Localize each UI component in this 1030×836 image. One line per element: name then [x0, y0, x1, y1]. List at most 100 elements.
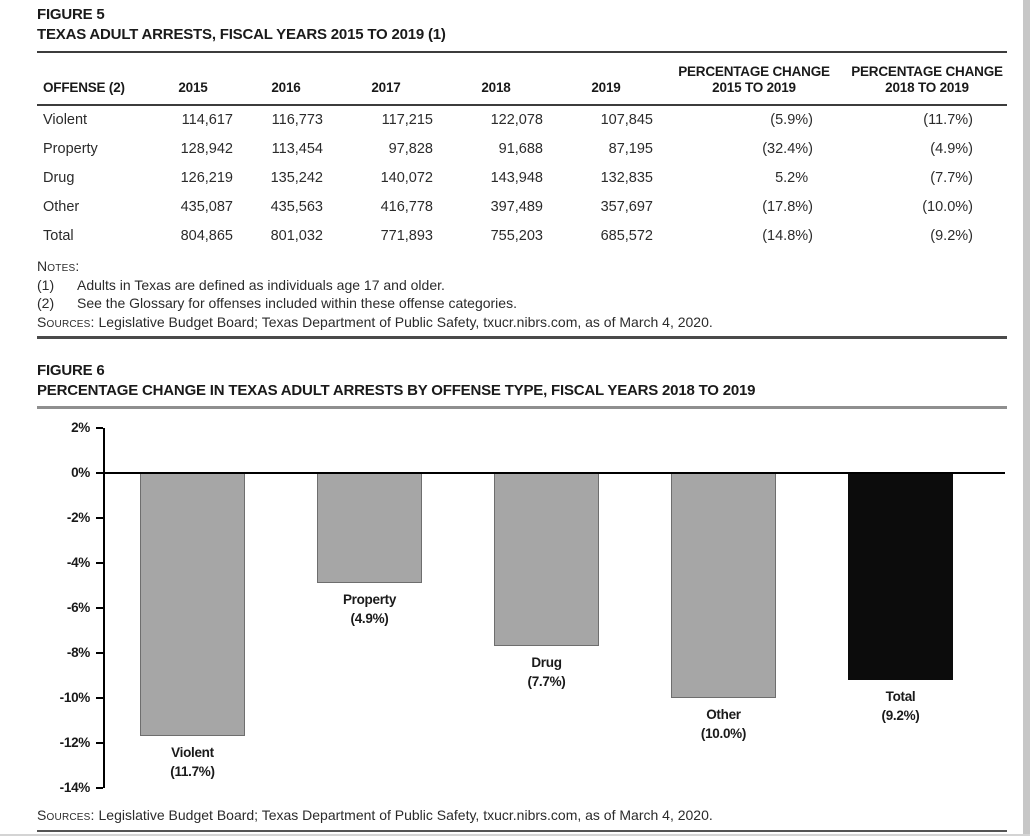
table-cell: 140,072 — [380, 169, 433, 186]
table-row-total: Total 804,865 801,032 771,893 755,203 685,572… — [37, 221, 1007, 250]
figure5-sources-text: Legislative Budget Board; Texas Departme… — [98, 313, 713, 330]
table-row-drug: Drug 126,219 135,242 140,072 143,948 132,835 5… — [37, 163, 1007, 192]
column-header-2: 2016 — [241, 53, 331, 106]
table-row-other: Other 435,087 435,563 416,778 397,489 357,697… — [37, 192, 1007, 221]
arrests-table: OFFENSE (2) 2015 2016 2017 2018 2019 PERCENTAG… — [37, 53, 1007, 250]
y-axis-tick — [96, 427, 103, 429]
table-cell: 113,454 — [271, 140, 323, 157]
figure6-sources-label: Sources: — [37, 807, 95, 823]
y-tick-label: -4% — [66, 555, 90, 570]
table-cell: 685,572 — [600, 227, 653, 244]
table-cell: 122,078 — [490, 112, 543, 128]
y-tick-label: -12% — [59, 735, 91, 750]
figure5-label: FIGURE 5 — [37, 6, 105, 23]
y-tick-label: -10% — [59, 690, 91, 705]
figure5-section: FIGURE 5 TEXAS ADULT ARRESTS, FISCAL YEA… — [37, 6, 1007, 339]
table-cell: 771,893 — [380, 227, 433, 244]
table-cell: (10.0%) — [922, 198, 973, 215]
figure5-sources-label: Sources: — [37, 313, 95, 330]
table-cell: 135,242 — [270, 169, 323, 186]
table-cell: Property — [43, 140, 98, 157]
column-header-3: 2017 — [331, 53, 441, 106]
table-row-violent: Violent 114,617 116,773 117,215 122,078 107,8… — [37, 105, 1007, 134]
table-cell: 87,195 — [608, 140, 653, 157]
table-cell: (9.2%) — [930, 227, 973, 244]
table-cell: 117,215 — [381, 112, 433, 128]
notes-label: Notes: — [37, 258, 80, 274]
y-axis-tick — [96, 472, 103, 474]
bar-label-total: Total (9.2%) — [881, 689, 920, 723]
table-cell: 801,032 — [270, 227, 323, 244]
table-header: OFFENSE (2) 2015 2016 2017 2018 2019 PERCENTAG… — [37, 53, 1007, 106]
figure5-top-rule — [37, 51, 1007, 53]
figure5-sources: Sources: Legislative Budget Board; Texas… — [37, 313, 1007, 332]
bar-drug — [494, 473, 599, 647]
bar-label-other: Other (10.0%) — [700, 707, 747, 741]
figure6-sources-text: Legislative Budget Board; Texas Departme… — [98, 807, 713, 823]
y-axis-tick — [96, 607, 103, 609]
figure6-title: PERCENTAGE CHANGE IN TEXAS ADULT ARRESTS… — [37, 382, 756, 399]
bar-chart: 2% 0% -2% -4% -6% -8% -10% -12% -14% Violent (11.7… — [37, 411, 1007, 797]
bar-violent — [140, 473, 245, 737]
y-axis-tick — [96, 562, 103, 564]
bar-property — [317, 473, 422, 584]
table-cell: (4.9%) — [930, 140, 973, 157]
page-bottom-rule — [37, 830, 1007, 832]
table-cell: (14.8%) — [762, 227, 813, 244]
table-cell: 91,688 — [498, 140, 543, 157]
column-header-0: OFFENSE (2) — [37, 53, 145, 106]
figure6-title-rule — [37, 406, 1007, 409]
table-cell: 128,942 — [180, 140, 233, 157]
note-1-number: (1) — [37, 276, 55, 293]
table-cell: 107,845 — [600, 112, 653, 128]
y-axis-line — [103, 428, 105, 788]
y-tick-label: -6% — [66, 600, 90, 615]
y-tick-label: -8% — [66, 645, 90, 660]
table-cell: Other — [43, 198, 80, 215]
y-axis-tick — [96, 517, 103, 519]
note-1-text: Adults in Texas are defined as individua… — [77, 276, 445, 293]
table-cell: 416,778 — [380, 198, 433, 215]
table-cell: (7.7%) — [930, 169, 973, 186]
table-cell: (5.9%) — [770, 112, 813, 128]
figure6-sources: Sources: Legislative Budget Board; Texas… — [37, 806, 1007, 824]
bar-other — [671, 473, 776, 698]
table-cell: 97,828 — [388, 140, 433, 157]
figure6-section: FIGURE 6 PERCENTAGE CHANGE IN TEXAS ADUL… — [37, 362, 1007, 832]
table-cell: (32.4%) — [762, 140, 813, 157]
y-tick-label: -14% — [59, 780, 91, 795]
page-edge-bottom — [0, 834, 1030, 836]
note-2-text: See the Glossary for offenses included w… — [77, 295, 517, 311]
column-header-6: PERCENTAGE CHANGE 2015 TO 2019 — [661, 53, 847, 106]
table-body: Violent 114,617 116,773 117,215 122,078 107,8… — [37, 105, 1007, 250]
notes-heading: Notes: — [37, 257, 1007, 276]
table-cell: Violent — [43, 112, 88, 128]
bar-label-drug: Drug (7.7%) — [527, 655, 566, 690]
table-cell: (17.8%) — [762, 198, 813, 215]
table-cell: 126,219 — [180, 169, 233, 186]
table-cell: 397,489 — [490, 198, 543, 215]
figure6-label: FIGURE 6 — [37, 362, 105, 379]
bar-label-violent: Violent (11.7%) — [170, 745, 215, 780]
table-cell: 435,087 — [180, 198, 233, 215]
table-cell: 357,697 — [600, 198, 653, 215]
y-tick-label: -2% — [66, 510, 90, 525]
y-axis-tick — [96, 697, 103, 699]
y-axis-tick — [96, 652, 103, 654]
page-edge-right — [1023, 0, 1030, 836]
column-header-7: PERCENTAGE CHANGE 2018 TO 2019 — [847, 53, 1007, 106]
note-2-number: (2) — [37, 295, 55, 311]
table-cell: 435,563 — [270, 198, 323, 215]
table-cell: 132,835 — [600, 169, 653, 186]
y-tick-label: 2% — [71, 420, 90, 435]
table-cell: 755,203 — [490, 227, 543, 244]
table-cell: (11.7%) — [923, 112, 973, 128]
column-header-1: 2015 — [145, 53, 241, 106]
y-axis-tick — [96, 787, 103, 789]
figure5-title: TEXAS ADULT ARRESTS, FISCAL YEARS 2015 T… — [37, 26, 446, 43]
note-line-2: (2) See the Glossary for offenses includ… — [37, 294, 1007, 313]
bar-total — [848, 473, 953, 680]
bar-label-property: Property (4.9%) — [342, 592, 397, 627]
column-header-4: 2018 — [441, 53, 551, 106]
